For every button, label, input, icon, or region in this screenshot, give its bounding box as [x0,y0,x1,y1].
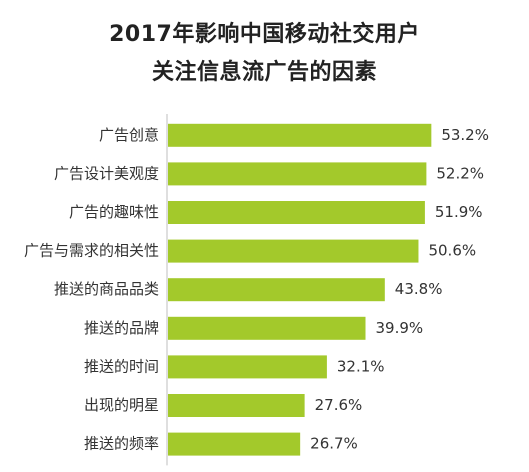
bar [168,123,432,147]
category-label: 推送的品牌 [84,319,159,337]
bar [168,394,305,417]
chart-subtitle: 关注信息流广告的因素 [151,60,377,85]
category-label: 广告创意 [99,126,159,144]
value-label: 27.6% [315,396,363,414]
value-label: 32.1% [337,357,385,375]
chart-title: 2017年影响中国移动社交用户 [109,22,420,47]
category-label: 广告与需求的相关性 [24,242,159,260]
category-label: 推送的频率 [84,435,159,453]
value-label: 50.6% [428,242,476,260]
bar [168,278,385,302]
category-label: 广告的趣味性 [69,203,159,221]
bar [168,432,301,456]
bar [168,162,427,186]
category-label: 推送的商品品类 [54,280,159,298]
bar [168,355,327,379]
value-label: 43.8% [395,280,443,298]
value-label: 53.2% [441,126,489,144]
category-label: 出现的明星 [84,396,159,414]
value-label: 51.9% [435,203,483,221]
category-label: 广告设计美观度 [54,164,159,182]
value-label: 52.2% [436,164,484,182]
value-label: 26.7% [310,435,358,453]
category-label: 推送的时间 [84,357,159,375]
value-label: 39.9% [376,319,424,337]
bar [168,201,425,224]
bar [168,316,366,340]
bar [168,239,419,263]
